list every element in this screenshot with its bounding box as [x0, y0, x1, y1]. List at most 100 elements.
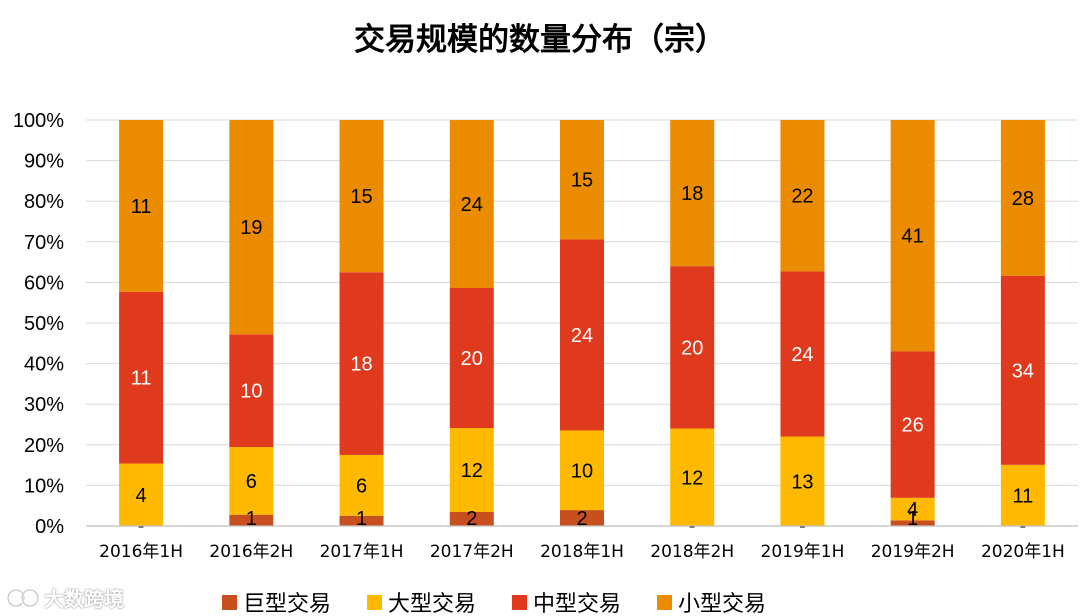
legend-item: 巨型交易 [222, 586, 331, 616]
y-tick-label: 0% [35, 516, 64, 538]
data-label: 1 [356, 508, 367, 530]
y-tick-label: 10% [24, 475, 64, 497]
bar-segment [229, 334, 274, 448]
bar-segment [339, 515, 384, 526]
data-label: 28 [1012, 188, 1034, 210]
bar-segment [229, 514, 274, 526]
legend: 巨型交易 大型交易 中型交易 小型交易 [222, 586, 766, 616]
bar-segment [119, 120, 164, 292]
data-label: 15 [350, 186, 372, 208]
data-label: 41 [902, 226, 924, 248]
legend-item: 小型交易 [657, 586, 766, 616]
bar-segment [780, 120, 825, 272]
data-label: 6 [356, 475, 367, 497]
bar-segment [1000, 120, 1045, 276]
data-label: 18 [350, 354, 372, 376]
data-label: 15 [571, 170, 593, 192]
x-tick-label: 2018年1H [540, 542, 624, 562]
bar-segment [670, 120, 715, 267]
legend-label: 小型交易 [678, 592, 767, 616]
data-label: 20 [461, 348, 483, 370]
bar-segment [890, 120, 935, 352]
data-label: 11 [1013, 485, 1034, 507]
data-label: 24 [791, 344, 813, 366]
data-label: 22 [791, 186, 813, 208]
bar-segment [560, 120, 604, 240]
bar-segment [119, 463, 164, 526]
y-tick-label: 90% [24, 151, 64, 173]
data-label: 4 [136, 485, 147, 507]
data-label: 18 [681, 183, 703, 205]
data-label: 2 [466, 508, 477, 530]
x-tick-label: 2017年2H [430, 542, 514, 562]
data-label: 24 [461, 194, 483, 216]
bar-segment [339, 454, 384, 516]
legend-item: 中型交易 [512, 586, 621, 616]
data-label: 13 [791, 471, 813, 493]
data-label: 12 [681, 467, 703, 489]
bar-segment [229, 120, 274, 335]
data-label: 11 [131, 196, 152, 218]
y-tick-label: 20% [24, 435, 64, 457]
data-label: 4 [907, 499, 918, 521]
watermark-text: 大数跨境 [44, 587, 124, 611]
bar-segment [449, 120, 494, 288]
bar-segment [780, 436, 825, 526]
bar-segment [670, 266, 715, 429]
axes: 0% 10% 20% 30% 40% 50% 60% 70% 80% 90% 100% 2016年1H… [13, 110, 1078, 562]
chart-title: 交易规模的数量分布（宗） [354, 22, 726, 58]
bar-segment [449, 428, 494, 512]
x-tick-label: 2017年1H [320, 542, 404, 562]
bar-segment [1000, 464, 1045, 526]
y-tick-label: 60% [24, 272, 64, 294]
data-label: 2 [576, 508, 587, 530]
bar-segment [560, 239, 604, 431]
y-tick-label: 100% [13, 110, 64, 132]
x-tick-label: 2019年2H [871, 542, 955, 562]
bar-segment [560, 510, 604, 526]
legend-label: 巨型交易 [243, 592, 332, 616]
x-tick-label: 2020年1H [981, 542, 1065, 562]
data-label: 24 [571, 325, 593, 347]
data-labels: -4111116101916181521220242102415-122018-… [131, 170, 1034, 537]
data-label: 10 [571, 460, 593, 482]
legend-label: 大型交易 [388, 592, 477, 616]
bar-segment [119, 291, 164, 464]
bar-segment [780, 271, 825, 437]
y-tick-label: 30% [24, 394, 64, 416]
bar-segment [890, 520, 935, 526]
watermark-logo: 大数跨境 [6, 583, 124, 612]
bar-segment [339, 272, 384, 455]
x-tick-label: 2018年2H [650, 542, 734, 562]
data-label: 26 [902, 415, 924, 437]
legend-swatch [222, 594, 237, 610]
legend-swatch [367, 594, 383, 610]
bar-segment [560, 430, 604, 511]
data-label: 12 [461, 460, 483, 482]
x-tick-label: 2016年2H [209, 542, 293, 562]
y-tick-label: 70% [24, 232, 64, 254]
bar-segment [229, 447, 274, 515]
bar-segment [890, 351, 935, 498]
data-label: 11 [131, 368, 152, 390]
y-tick-label: 40% [24, 354, 64, 376]
data-label: 10 [240, 381, 262, 403]
bar-segment [339, 120, 384, 273]
x-tick-label: 2019年1H [761, 542, 845, 562]
y-tick-label: 50% [24, 313, 64, 335]
bar-segment [449, 512, 494, 526]
data-label: 1 [246, 508, 257, 530]
bar-segment [1000, 275, 1045, 465]
bar-segment [449, 288, 494, 428]
watermark-icon [6, 588, 40, 607]
data-label: 1 [907, 508, 918, 530]
x-tick-label: 2016年1H [99, 542, 183, 562]
y-tick-label: 80% [24, 191, 64, 213]
bars [119, 120, 1045, 526]
bar-segment [670, 428, 715, 526]
legend-label: 中型交易 [533, 592, 622, 616]
data-label: 19 [240, 217, 262, 239]
data-label: 6 [246, 471, 257, 493]
legend-item: 大型交易 [367, 586, 476, 616]
